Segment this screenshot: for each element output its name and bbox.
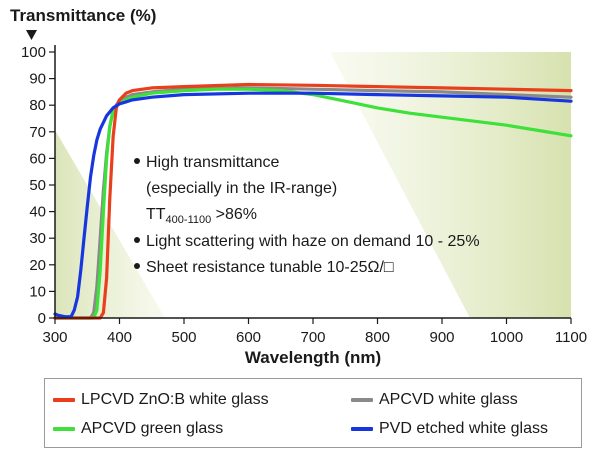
y-tick-label: 70 xyxy=(29,124,46,141)
x-tick-label: 300 xyxy=(42,329,67,346)
legend: LPCVD ZnO:B white glass APCVD white glas… xyxy=(44,378,582,448)
x-tick-label: 400 xyxy=(107,329,132,346)
x-ticks: 300 400 500 600 700 800 900 1000 1100 xyxy=(42,318,587,346)
legend-item-apcvd-green: APCVD green glass xyxy=(53,420,223,438)
series-line-apcvd-green-glass xyxy=(53,87,573,320)
y-tick-label: 50 xyxy=(29,177,46,194)
y-tick-label: 20 xyxy=(29,257,46,274)
bullet-icon xyxy=(134,237,140,243)
legend-label: APCVD green glass xyxy=(81,420,224,437)
bullet-icon xyxy=(134,158,140,164)
legend-item-pvd-etched: PVD etched white glass xyxy=(351,420,548,438)
y-tick-label: 90 xyxy=(29,71,46,88)
y-tick-label: 10 xyxy=(29,283,46,300)
y-ticks: 0 10 20 30 40 50 60 70 80 90 100 xyxy=(21,44,55,327)
legend-item-lpcvd-white: LPCVD ZnO:B white glass xyxy=(53,391,269,409)
legend-label: LPCVD ZnO:B white glass xyxy=(81,391,269,408)
bullet-icon xyxy=(134,263,140,269)
y-axis-label: Transmittance (%) xyxy=(10,6,156,25)
x-tick-label: 600 xyxy=(236,329,261,346)
x-tick-label: 900 xyxy=(429,329,454,346)
y-tick-label: 100 xyxy=(21,44,46,61)
x-tick-label: 1000 xyxy=(490,329,523,346)
y-tick-label: 0 xyxy=(38,310,46,327)
annotation-block: High transmittance (especially in the IR… xyxy=(134,154,480,276)
y-tick-label: 40 xyxy=(29,204,46,221)
x-tick-label: 1100 xyxy=(555,329,587,346)
legend-swatch xyxy=(53,398,75,402)
note-tt: TT400-1100 >86% xyxy=(146,206,257,226)
note-ir-range: (especially in the IR-range) xyxy=(146,180,337,197)
y-tick-label: 30 xyxy=(29,230,46,247)
legend-swatch xyxy=(53,427,75,431)
y-tick-label: 60 xyxy=(29,150,46,167)
x-tick-label: 700 xyxy=(300,329,325,346)
series-line-pvd-etched-white-glass xyxy=(53,91,573,319)
y-axis-arrow-icon xyxy=(26,30,37,40)
note-sheet-resistance: Sheet resistance tunable 10-25Ω/□ xyxy=(146,259,394,276)
x-axis-label: Wavelength (nm) xyxy=(245,348,381,367)
series-layer xyxy=(53,82,573,320)
legend-swatch xyxy=(351,398,373,402)
x-tick-label: 500 xyxy=(171,329,196,346)
series-line-lpcvd-zno-b-white-glass xyxy=(53,82,573,320)
legend-label: PVD etched white glass xyxy=(379,420,548,437)
x-tick-label: 800 xyxy=(365,329,390,346)
legend-item-apcvd-white: APCVD white glass xyxy=(351,391,518,409)
note-haze: Light scattering with haze on demand 10 … xyxy=(146,233,480,250)
legend-swatch xyxy=(351,427,373,431)
y-tick-label: 80 xyxy=(29,97,46,114)
legend-label: APCVD white glass xyxy=(379,391,518,408)
note-transmittance: High transmittance xyxy=(146,154,279,171)
